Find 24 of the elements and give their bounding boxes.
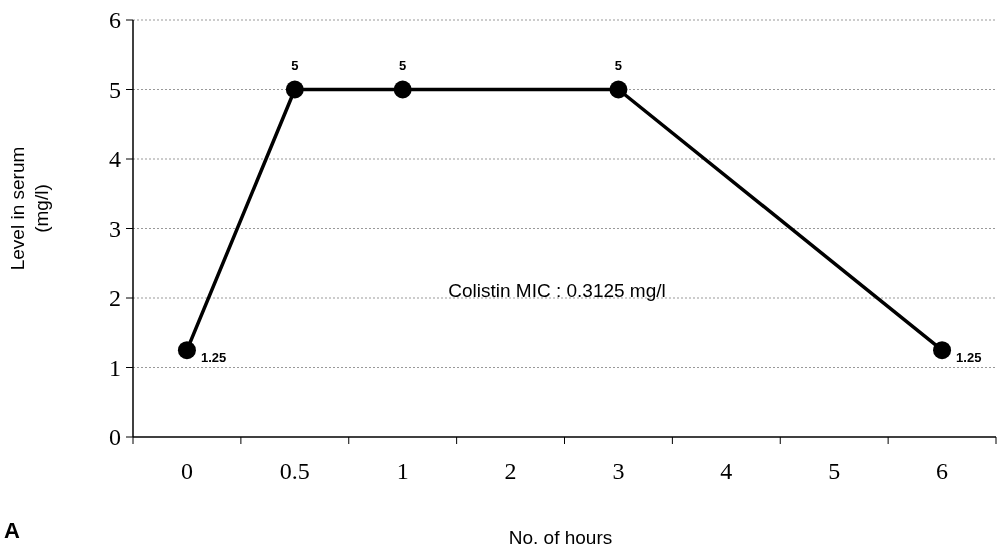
- annotation: Colistin MIC : 0.3125 mg/l: [448, 279, 666, 301]
- data-label: 5: [614, 57, 623, 73]
- data-label: 1.25: [200, 350, 227, 366]
- x-tick-label: 3: [612, 458, 625, 484]
- x-tick-label: 4: [720, 458, 733, 484]
- y-tick-label: 3: [109, 215, 121, 242]
- y-tick-label: 5: [109, 76, 121, 103]
- y-tick-label: 1: [109, 354, 121, 381]
- x-tick-label: 2: [504, 458, 517, 484]
- y-axis-title: Level in serum (mg/l): [7, 146, 52, 271]
- text: A: [4, 518, 20, 543]
- data-label: 5: [399, 57, 407, 73]
- y-tick-label: 6: [109, 7, 121, 33]
- x-tick-label: 0.5: [279, 458, 310, 484]
- y-tick-label: 4: [109, 146, 121, 172]
- x-tick-label: 6: [936, 458, 949, 484]
- x-axis-title: No. of hours: [508, 527, 613, 548]
- y-tick-label: 2: [109, 285, 121, 311]
- x-tick-label: 0: [180, 458, 193, 484]
- data-label: 1.25: [956, 350, 982, 366]
- y-tick-label: 0: [109, 424, 121, 450]
- data-label: 5: [291, 57, 299, 73]
- x-tick-label: 5: [828, 458, 841, 484]
- x-tick-label: 1: [396, 458, 409, 484]
